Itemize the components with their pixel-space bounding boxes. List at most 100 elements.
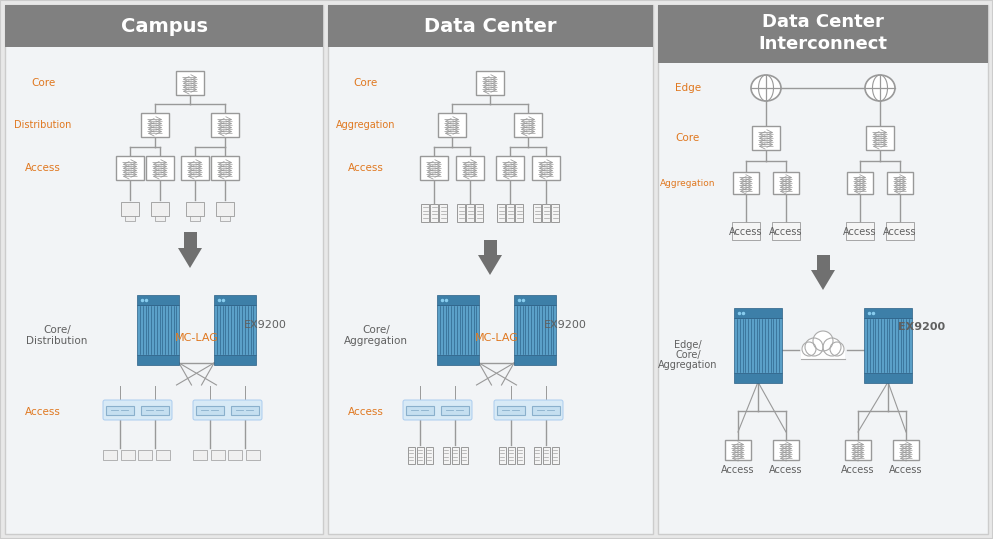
Text: Data Center
Interconnect: Data Center Interconnect	[759, 13, 888, 53]
Circle shape	[823, 338, 841, 356]
Bar	[137, 355, 179, 365]
Bar	[151, 202, 169, 216]
Bar	[532, 156, 560, 180]
Bar	[420, 156, 448, 180]
Bar	[497, 204, 505, 222]
Bar	[121, 450, 135, 460]
Bar	[456, 156, 484, 180]
Text: Edge/: Edge/	[674, 340, 702, 350]
Bar	[466, 204, 474, 222]
Bar	[137, 305, 179, 355]
Text: Core: Core	[676, 133, 700, 143]
Text: Data Center: Data Center	[424, 17, 557, 36]
Bar	[725, 440, 751, 460]
Bar	[864, 308, 912, 317]
Bar	[658, 5, 988, 534]
Text: MC-LAG: MC-LAG	[475, 333, 518, 343]
Polygon shape	[178, 248, 202, 268]
Text: Access: Access	[349, 407, 384, 417]
Bar	[184, 232, 197, 248]
Bar	[416, 446, 423, 464]
Ellipse shape	[865, 75, 895, 101]
Text: Campus: Campus	[120, 17, 208, 36]
Bar	[106, 405, 134, 414]
Polygon shape	[478, 255, 502, 275]
Text: Access: Access	[25, 163, 61, 173]
Bar	[430, 204, 438, 222]
Bar	[125, 216, 135, 221]
Bar	[328, 5, 653, 47]
Circle shape	[830, 342, 844, 356]
Bar	[887, 172, 913, 194]
Text: Access: Access	[25, 407, 61, 417]
Bar	[155, 216, 165, 221]
Bar	[734, 372, 782, 383]
Text: Core: Core	[354, 78, 378, 88]
Bar	[496, 156, 524, 180]
FancyBboxPatch shape	[403, 400, 472, 420]
Bar	[421, 204, 429, 222]
Bar	[407, 446, 414, 464]
Bar	[103, 450, 117, 460]
Bar	[437, 355, 479, 365]
Bar	[186, 202, 204, 216]
Bar	[551, 204, 559, 222]
Text: Aggregation: Aggregation	[658, 360, 718, 370]
Bar	[506, 204, 514, 222]
Circle shape	[802, 342, 816, 356]
Bar	[146, 156, 174, 180]
Bar	[507, 446, 514, 464]
Bar	[476, 71, 504, 95]
FancyBboxPatch shape	[103, 400, 172, 420]
Bar	[181, 156, 209, 180]
Text: MC-LAG: MC-LAG	[175, 333, 218, 343]
Bar	[514, 113, 542, 137]
FancyBboxPatch shape	[193, 400, 262, 420]
Text: Access: Access	[349, 163, 384, 173]
Bar	[137, 295, 179, 305]
Bar	[156, 450, 170, 460]
Bar	[176, 71, 204, 95]
Bar	[441, 405, 469, 414]
Bar	[211, 450, 225, 460]
Bar	[438, 113, 466, 137]
Bar	[231, 405, 259, 414]
Text: Aggregation: Aggregation	[337, 120, 396, 130]
Circle shape	[813, 331, 833, 351]
Bar	[893, 440, 919, 460]
Bar	[866, 126, 894, 150]
Bar	[196, 405, 224, 414]
Bar	[121, 202, 139, 216]
Bar	[214, 305, 256, 355]
Bar	[846, 222, 874, 240]
Bar	[141, 405, 169, 414]
Text: Access: Access	[890, 465, 922, 475]
Bar	[457, 204, 465, 222]
Bar	[864, 317, 912, 372]
Bar	[461, 446, 468, 464]
Text: Core/: Core/	[43, 325, 71, 335]
Bar	[542, 446, 549, 464]
Text: Access: Access	[729, 227, 763, 237]
Bar	[5, 5, 323, 47]
Bar	[886, 222, 914, 240]
Text: Core: Core	[31, 78, 56, 88]
Text: Access: Access	[721, 465, 755, 475]
FancyBboxPatch shape	[494, 400, 563, 420]
Text: Aggregation: Aggregation	[660, 178, 716, 188]
Text: Access: Access	[770, 227, 802, 237]
Bar	[514, 295, 556, 305]
Text: Access: Access	[883, 227, 917, 237]
Text: Distribution: Distribution	[26, 336, 87, 346]
Text: Core/: Core/	[362, 325, 390, 335]
Bar	[514, 355, 556, 365]
Bar	[211, 156, 239, 180]
Bar	[443, 446, 450, 464]
Bar	[732, 222, 760, 240]
Text: EX9200: EX9200	[899, 322, 945, 332]
Bar	[542, 204, 550, 222]
Bar	[801, 347, 845, 359]
Text: Core/: Core/	[675, 350, 701, 360]
Circle shape	[805, 338, 823, 356]
Bar	[214, 355, 256, 365]
